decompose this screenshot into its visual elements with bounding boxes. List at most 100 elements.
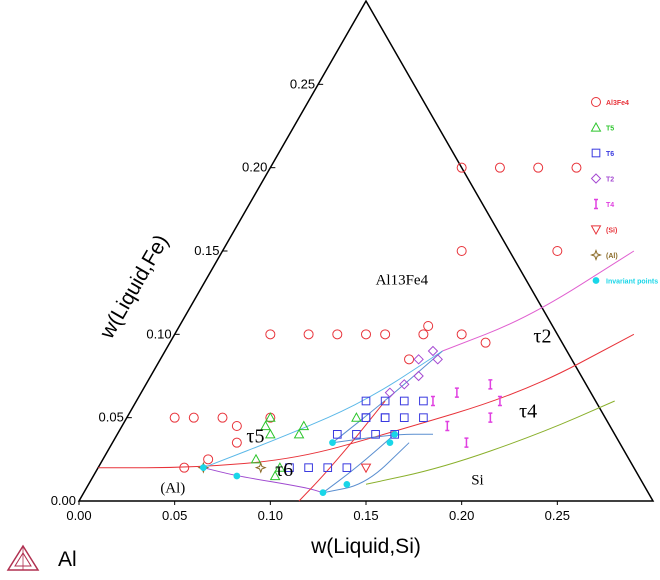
point-al3fe4-19 <box>494 162 505 173</box>
point-t6-3 <box>419 396 428 406</box>
boundary-line-7 <box>203 467 324 494</box>
point-t6-0 <box>361 396 371 406</box>
point-t4-0 <box>430 395 435 407</box>
point-t6-14 <box>323 463 333 472</box>
region-label-5: (Al) <box>160 481 185 497</box>
point-al3fe4-10 <box>332 329 343 340</box>
x-axis-title: w(Liquid,Si) <box>310 535 421 558</box>
region-label-2: τ5 <box>246 426 264 448</box>
legend-label-2: T6 <box>606 151 614 158</box>
point-t6-11 <box>390 430 400 439</box>
point-t4-1 <box>454 387 459 398</box>
point-t5-3 <box>269 470 281 481</box>
point-t6-6 <box>399 413 409 422</box>
point-al3fe4-14 <box>456 329 467 340</box>
point-t5-8 <box>351 412 362 422</box>
point-al3fe4-12 <box>380 329 391 340</box>
point-t5-4 <box>250 453 262 464</box>
y-tick-label-0: 0.00 <box>51 493 76 508</box>
point-t6-2 <box>399 396 409 406</box>
point-t2-1 <box>413 354 424 365</box>
point-invariantpoints-0 <box>199 464 207 472</box>
point-t6-10 <box>371 430 380 439</box>
point-t2-0 <box>427 345 439 357</box>
point-t4-2 <box>488 379 493 390</box>
legend-marker-4 <box>594 198 598 210</box>
point-t2-2 <box>413 370 424 382</box>
legend-label-1: T5 <box>606 126 614 133</box>
corner-icon <box>6 544 40 571</box>
legend-label-3: T2 <box>606 177 614 184</box>
point-t6-17 <box>380 413 390 422</box>
legend-label-7: Invariant points <box>606 279 658 286</box>
boundary-line-4 <box>332 433 433 444</box>
data-points <box>169 162 582 497</box>
point-t4-5 <box>445 420 450 432</box>
point-t6-1 <box>380 396 390 406</box>
phase-boundaries <box>98 250 635 502</box>
y-tick-label-5: 0.25 <box>290 76 315 91</box>
point-t6-9 <box>352 430 361 439</box>
x-tick-label-5: 0.25 <box>545 508 570 523</box>
boundary-line-8 <box>365 400 615 485</box>
x-tick-label-2: 0.10 <box>258 508 283 523</box>
boundary-line-2 <box>442 250 635 352</box>
point-t5-0 <box>260 420 271 431</box>
point-al3fe4-23 <box>404 354 415 365</box>
point-al3fe4-8 <box>265 329 276 340</box>
point-t6-16 <box>361 413 371 422</box>
point-t6-15 <box>342 463 352 472</box>
boundary-line-6 <box>322 442 410 494</box>
point-al3fe4-13 <box>418 329 429 340</box>
point-al3fe4-4 <box>231 437 242 448</box>
point-al-1 <box>254 461 267 474</box>
point-al3fe4-0 <box>169 412 180 423</box>
x-tick-label-1: 0.05 <box>162 508 187 523</box>
corner-label: Al <box>58 548 77 571</box>
legend-marker-2 <box>591 148 601 158</box>
point-invariantpoints-5 <box>391 430 399 438</box>
y-tick-label-3: 0.15 <box>194 243 219 258</box>
point-invariantpoints-4 <box>343 480 351 488</box>
point-invariantpoints-3 <box>319 489 327 497</box>
point-t6-8 <box>332 430 342 439</box>
x-tick-label-0: 0.00 <box>66 508 91 523</box>
x-axis-ticks: 0.00 0.05 0.10 0.15 0.20 0.25 <box>66 501 570 523</box>
point-al3fe4-15 <box>480 337 491 348</box>
point-al3fe4-9 <box>303 329 314 340</box>
boundary-line-0 <box>98 333 635 469</box>
y-tick-label-1: 0.05 <box>99 410 124 425</box>
region-labels: Al13Fe4 τ2 τ5 τ6 τ4 (Al) Si <box>160 272 551 496</box>
legend-label-6: (Al) <box>606 253 618 260</box>
point-al3fe4-18 <box>456 162 467 173</box>
point-al3fe4-21 <box>571 162 582 173</box>
region-label-6: Si <box>471 472 484 488</box>
y-tick-label-2: 0.10 <box>146 326 171 341</box>
point-t6-12 <box>285 463 294 472</box>
point-t4-6 <box>497 395 502 407</box>
point-t4-4 <box>488 412 493 423</box>
point-t5-7 <box>293 428 305 439</box>
region-label-0: Al13Fe4 <box>376 272 429 288</box>
legend-marker-6 <box>590 249 602 261</box>
point-t5-5 <box>264 412 276 422</box>
y-axis-ticks: 0.00 0.05 0.10 0.15 0.20 0.25 <box>51 76 324 508</box>
point-al3fe4-1 <box>188 412 199 423</box>
point-al3fe4-16 <box>456 246 467 256</box>
legend: Al3Fe4 T5 T6 T2 T4 (Si) (Al) Invariant points <box>590 97 658 286</box>
x-tick-label-4: 0.20 <box>449 508 474 523</box>
point-invariantpoints-6 <box>386 439 394 447</box>
point-al3fe4-2 <box>217 412 228 423</box>
legend-marker-3 <box>590 173 602 184</box>
legend-marker-7 <box>592 277 600 284</box>
legend-label-4: T4 <box>606 202 614 209</box>
point-invariantpoints-1 <box>233 472 241 480</box>
point-si-0 <box>360 463 372 474</box>
point-t4-3 <box>464 437 469 448</box>
point-al3fe4-22 <box>423 321 434 331</box>
boundary-line-9 <box>298 400 386 502</box>
legend-marker-0 <box>591 97 601 107</box>
point-invariantpoints-2 <box>329 439 336 447</box>
legend-label-5: (Si) <box>606 228 617 235</box>
